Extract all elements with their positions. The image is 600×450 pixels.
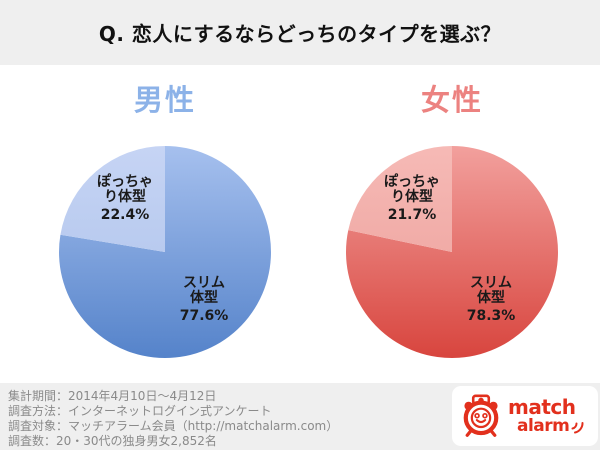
chart-women: 女性 ぽっちゃ り体型 21.7% スリム 体型 78.3% bbox=[317, 65, 587, 383]
slice-label-line: 体型 bbox=[189, 290, 218, 306]
pie-chart-men bbox=[58, 146, 271, 358]
survey-line-count: 調査数：20・30代の独身男女2,852名 bbox=[8, 434, 217, 448]
chart-women-title: 女性 bbox=[420, 83, 483, 117]
survey-line-method: 調査方法：インターネットログイン式アンケート bbox=[8, 404, 272, 418]
matchalarm-logo: match alarm bbox=[452, 386, 598, 446]
slice-percent: 77.6% bbox=[179, 308, 229, 324]
slice-percent: 21.7% bbox=[387, 207, 437, 223]
slice-label-slim-men: スリム 体型 77.6% bbox=[180, 276, 229, 324]
pie-slice-slim bbox=[58, 146, 271, 358]
slice-label-line: ぽっちゃ bbox=[97, 174, 153, 190]
slice-percent: 22.4% bbox=[100, 207, 150, 223]
survey-line-subjects: 調査対象：マッチアラーム会員（http://matchalarm.com） bbox=[8, 419, 339, 433]
logo-wordmark: match alarm bbox=[508, 397, 584, 435]
pie-men-wrap: ぽっちゃ り体型 22.4% スリム 体型 77.6% bbox=[30, 135, 300, 365]
footer-bar: 集計期間：2014年4月10日〜4月12日 調査方法：インターネットログイン式ア… bbox=[0, 383, 600, 450]
slice-label-slim-women: スリム 体型 78.3% bbox=[467, 276, 516, 324]
pie-women-wrap: ぽっちゃ り体型 21.7% スリム 体型 78.3% bbox=[317, 135, 587, 365]
logo-text-match: match bbox=[508, 395, 576, 419]
survey-line-period: 集計期間：2014年4月10日〜4月12日 bbox=[8, 389, 217, 403]
logo-text-alarm: alarm bbox=[517, 416, 570, 436]
page-title: Q. 恋人にするならどっちのタイプを選ぶ？ bbox=[98, 22, 502, 46]
slice-label-line: り体型 bbox=[391, 189, 433, 205]
survey-info: 集計期間：2014年4月10日〜4月12日 調査方法：インターネットログイン式ア… bbox=[8, 389, 338, 449]
chart-men: 男性 ぽっちゃ り体型 22.4% スリム 体型 77.6% bbox=[30, 65, 300, 383]
pie-slice-slim bbox=[345, 146, 558, 358]
slice-percent: 78.3% bbox=[466, 308, 516, 324]
signal-waves-icon bbox=[571, 422, 584, 434]
charts-area: 男性 ぽっちゃ り体型 22.4% スリム 体型 77.6% 女性 ぽっちゃ り… bbox=[0, 65, 600, 383]
pie-chart-women bbox=[345, 146, 558, 358]
slice-label-line: り体型 bbox=[104, 189, 146, 205]
slice-label-line: ぽっちゃ bbox=[384, 174, 440, 190]
pie-slice-chubby bbox=[60, 146, 165, 252]
slice-label-line: スリム bbox=[182, 275, 225, 291]
slice-label-chubby-women: ぽっちゃ り体型 21.7% bbox=[384, 175, 440, 223]
alarm-clock-icon bbox=[463, 394, 499, 437]
slice-label-chubby-men: ぽっちゃ り体型 22.4% bbox=[97, 175, 153, 223]
chart-men-title: 男性 bbox=[133, 83, 196, 117]
slice-label-line: 体型 bbox=[476, 290, 505, 306]
pie-slice-chubby bbox=[348, 146, 452, 252]
title-bar: Q. 恋人にするならどっちのタイプを選ぶ？ bbox=[0, 0, 600, 65]
slice-label-line: スリム bbox=[469, 275, 512, 291]
